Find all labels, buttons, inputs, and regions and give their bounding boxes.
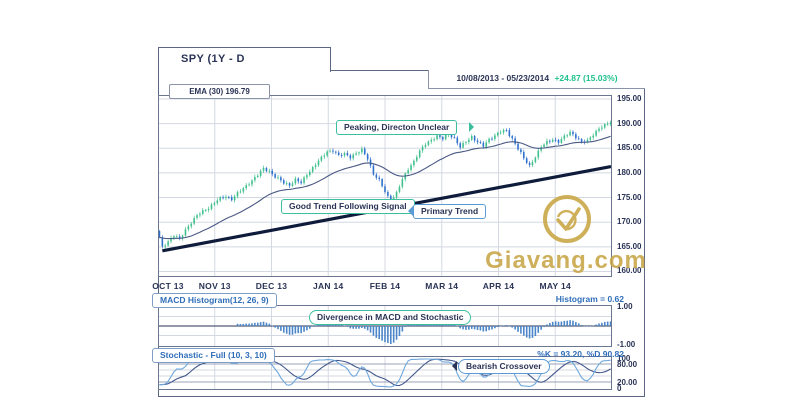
- annotation-primary-trend-text: Primary Trend: [421, 206, 479, 216]
- price-tick-label: 160.00: [617, 266, 642, 276]
- stoch-tick-label: 20.00: [617, 377, 638, 387]
- watermark-logo-icon: [543, 195, 591, 243]
- price-tick-label: 195.00: [617, 94, 642, 103]
- stochastic-value-text: %K = 93.20, %D 90.82: [537, 349, 624, 359]
- month-tick-label: FEB 14: [369, 281, 401, 291]
- annotation-primary-trend-pointer-icon: [408, 206, 413, 216]
- watermark: Giavang.com: [478, 192, 654, 273]
- symbol-title: SPY (1Y - D: [181, 53, 245, 65]
- price-tick-label: 180.00: [617, 167, 642, 177]
- annotation-divergence: Divergence in MACD and Stochastic: [309, 310, 472, 325]
- month-tick-label: MAY 14: [539, 281, 572, 291]
- price-tick-label: 170.00: [617, 217, 642, 227]
- annotation-peaking: Peaking, Directon Unclear: [336, 120, 458, 135]
- annotation-good-trend-text: Good Trend Following Signal: [289, 201, 407, 211]
- macd-label-text: MACD Histogram(12, 26, 9): [160, 295, 269, 305]
- macd-value-text: Histogram = 0.62: [555, 294, 624, 304]
- macd-value: Histogram = 0.62: [500, 294, 624, 304]
- date-range-text: 10/08/2013 - 05/23/2014: [456, 73, 550, 83]
- annotation-bearish: Bearish Crossover: [458, 359, 550, 374]
- macd-label[interactable]: MACD Histogram(12, 26, 9): [152, 293, 277, 308]
- month-tick-label: NOV 13: [198, 281, 231, 291]
- ema-legend[interactable]: EMA (30) 196.79: [169, 84, 270, 99]
- stoch-tick-label: 80.00: [617, 359, 638, 369]
- date-range-box: 10/08/2013 - 05/23/2014 +24.87 (15.03%): [428, 70, 645, 89]
- price-chart-canvas[interactable]: [158, 95, 612, 277]
- annotation-good-trend: Good Trend Following Signal: [281, 199, 415, 214]
- watermark-text: Giavang.com: [485, 247, 647, 274]
- change-text: +24.87 (15.03%): [554, 73, 618, 83]
- month-tick-label: JAN 14: [312, 281, 344, 291]
- macd-tick-label: -1.00: [617, 340, 636, 349]
- stochastic-label[interactable]: Stochastic - Full (10, 3, 10): [152, 348, 275, 363]
- annotation-primary-trend: Primary Trend: [413, 204, 487, 219]
- price-tick-label: 190.00: [617, 118, 642, 128]
- tab-symbol[interactable]: SPY (1Y - D: [158, 47, 331, 72]
- ema-legend-text: EMA (30) 196.79: [189, 87, 250, 96]
- month-tick-label: OCT 13: [152, 281, 184, 291]
- annotation-bearish-pointer-icon: [452, 361, 457, 371]
- stoch-tick-label: 100: [617, 353, 631, 363]
- month-tick-label: APR 14: [482, 281, 515, 291]
- annotation-bearish-text: Bearish Crossover: [466, 361, 542, 371]
- stochastic-value: %K = 93.20, %D 90.82: [470, 349, 624, 359]
- annotation-peaking-text: Peaking, Directon Unclear: [344, 122, 450, 132]
- annotation-peaking-pointer-icon: [469, 122, 474, 132]
- stoch-tick-label: 0: [617, 383, 622, 393]
- price-tick-label: 165.00: [617, 241, 642, 251]
- price-tick-label: 185.00: [617, 143, 642, 153]
- macd-tick-label: 1.00: [617, 302, 633, 311]
- annotation-divergence-text: Divergence in MACD and Stochastic: [317, 312, 464, 322]
- stochastic-label-text: Stochastic - Full (10, 3, 10): [160, 350, 267, 360]
- month-tick-label: DEC 13: [255, 281, 288, 291]
- month-tick-label: MAR 14: [425, 281, 459, 291]
- price-tick-label: 175.00: [617, 192, 642, 202]
